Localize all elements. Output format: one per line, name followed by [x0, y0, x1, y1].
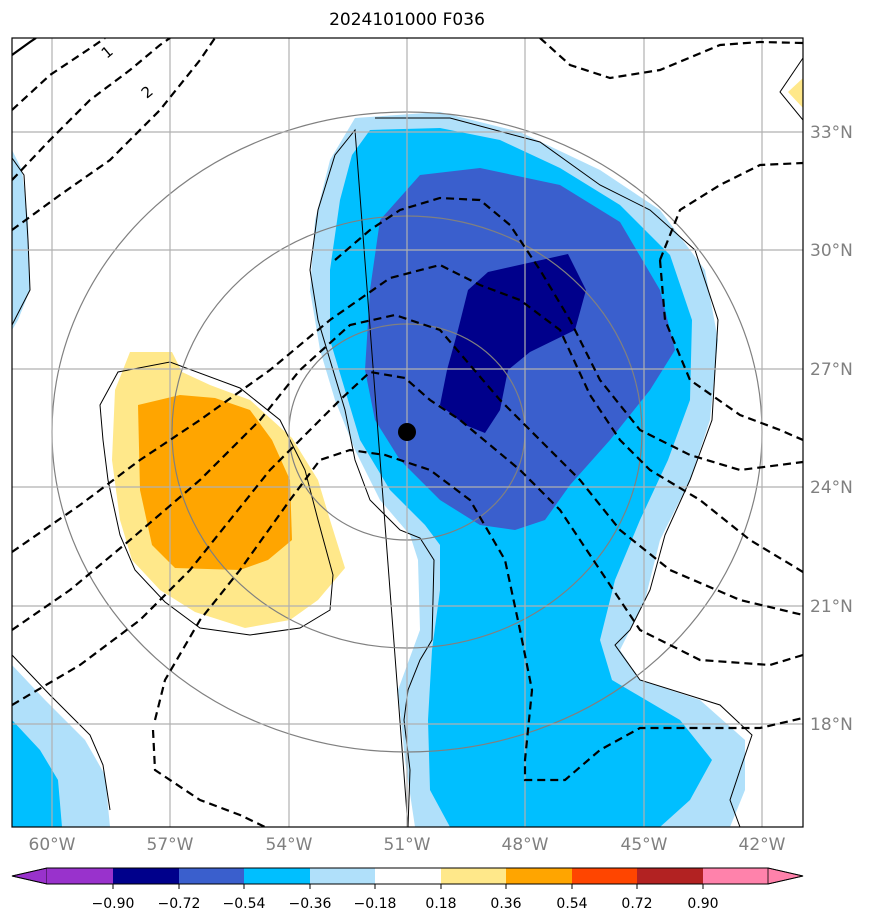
- dashed-contour-8: [151, 729, 266, 827]
- dashed-contour-2: [12, 38, 171, 181]
- anomaly-fill-west-edge: [12, 150, 30, 330]
- colorbar-extend-low: [11, 867, 48, 885]
- colorbar-tick-label-4: −0.36: [289, 896, 332, 912]
- colorbar-segment-8: [506, 868, 572, 884]
- colorbar-ticks: [112, 884, 704, 889]
- lon-label-45w: 45°W: [621, 835, 668, 855]
- colorbar-tick-label-7: 0.36: [490, 896, 521, 912]
- colorbar-segment-1: [47, 868, 113, 884]
- colorbar-tick-label-10: 0.90: [687, 896, 718, 912]
- outline-contour-blue-system: [309, 117, 753, 827]
- colorbar-segment-7: [441, 868, 506, 884]
- coastline-west-edge: [12, 157, 31, 326]
- lat-label-33n: 33°N: [810, 123, 853, 143]
- colorbar-tick-label-5: −0.18: [354, 896, 397, 912]
- dashed-contour-7: [153, 448, 803, 782]
- dashed-contour-6: [12, 370, 803, 706]
- lon-label-51w: 51°W: [384, 835, 431, 855]
- longitude-labels: 60°W 57°W 54°W 51°W 48°W 45°W 42°W: [29, 835, 786, 855]
- lon-label-60w: 60°W: [29, 835, 76, 855]
- outline-contour-northeast: [779, 57, 803, 121]
- colorbar-segment-4: [244, 868, 310, 884]
- anomaly-fill-dark-blue: [440, 254, 586, 433]
- anomaly-fill-southwest-core: [12, 720, 62, 827]
- colorbar-tick-label-9: 0.72: [621, 896, 652, 912]
- colorbar-segment-3: [179, 868, 244, 884]
- anomaly-fill-northeast: [788, 78, 803, 108]
- dashed-contour-1: [12, 38, 106, 111]
- colorbar-tick-label-2: −0.72: [158, 896, 201, 912]
- lat-label-18n: 18°N: [810, 715, 853, 735]
- graticule: [12, 38, 803, 827]
- lat-label-24n: 24°N: [810, 478, 853, 498]
- colorbar-tick-label-8: 0.54: [556, 896, 587, 912]
- dashed-contour-11: [658, 161, 803, 261]
- lon-label-54w: 54°W: [266, 835, 313, 855]
- colorbar-segment-9: [572, 868, 637, 884]
- dashed-contour-9: [539, 38, 803, 80]
- outline-contour-yellow-system: [99, 361, 334, 636]
- lon-label-57w: 57°W: [147, 835, 194, 855]
- lat-label-30n: 30°N: [810, 241, 853, 261]
- anomaly-fill-orange: [138, 395, 292, 570]
- map-layers: 1 2: [12, 38, 803, 827]
- colorbar-tick-label-3: −0.54: [223, 896, 266, 912]
- lat-label-21n: 21°N: [810, 597, 853, 617]
- latitude-labels: 33°N 30°N 27°N 24°N 21°N 18°N: [810, 123, 853, 735]
- storm-center-marker: [398, 423, 416, 441]
- lon-label-48w: 48°W: [502, 835, 549, 855]
- dashed-contour-10: [334, 196, 803, 472]
- map-title: 2024101000 F036: [329, 10, 485, 30]
- colorbar-extend-high: [767, 867, 804, 885]
- colorbar: −0.90 −0.72 −0.54 −0.36 −0.18 0.18 0.36 …: [11, 867, 804, 912]
- coastline-southwest: [12, 654, 111, 811]
- dashed-contour-4: [12, 263, 803, 573]
- map-frame: [11, 37, 804, 828]
- colorbar-segment-5: [310, 868, 375, 884]
- colorbar-tick-label-1: −0.90: [92, 896, 135, 912]
- dashed-contour-5: [12, 313, 803, 631]
- lon-label-42w: 42°W: [739, 835, 786, 855]
- colorbar-tick-label-6: 0.18: [425, 896, 456, 912]
- colorbar-segment-10: [637, 868, 703, 884]
- solid-contour-top-left: [12, 38, 37, 56]
- dashed-contours: [12, 38, 803, 827]
- lat-label-27n: 27°N: [810, 360, 853, 380]
- colorbar-outline: [11, 867, 804, 885]
- colorbar-segment-6: [375, 868, 441, 884]
- colorbar-segment-2: [113, 868, 179, 884]
- colorbar-segment-11: [703, 868, 768, 884]
